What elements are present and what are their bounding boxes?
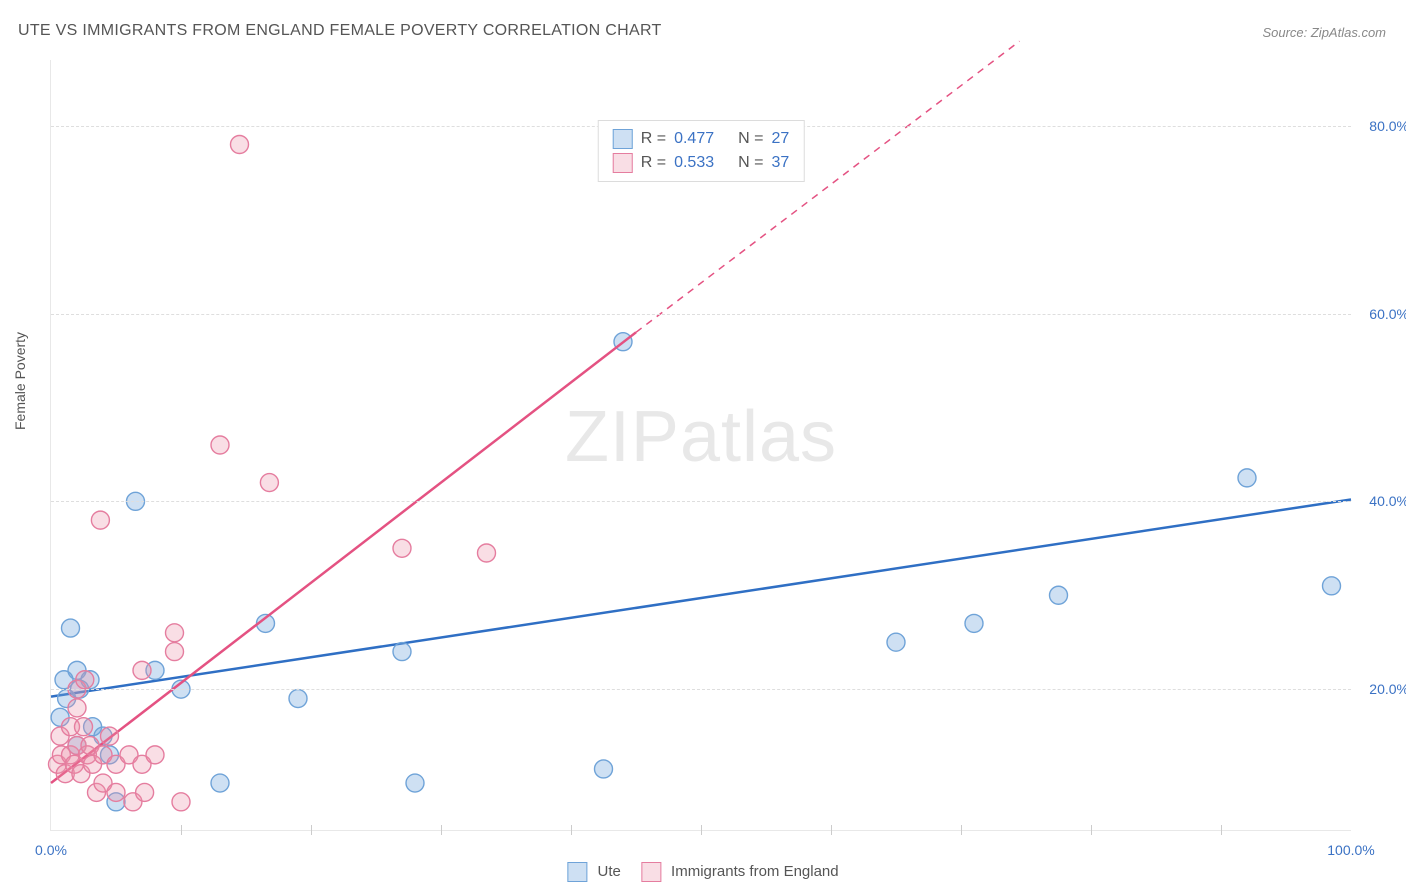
point-ute [1050,586,1068,604]
n-label: N = [738,154,763,172]
trend-line-england [51,332,636,783]
x-tick [571,825,572,835]
r-value-ute: 0.477 [674,130,714,148]
point-england [231,136,249,154]
n-value-england: 37 [771,154,789,172]
point-england [101,727,119,745]
point-england [172,793,190,811]
source-credit: Source: ZipAtlas.com [1262,25,1386,40]
y-axis-label: Female Poverty [12,332,28,430]
x-tick [961,825,962,835]
x-tick [181,825,182,835]
y-tick-label: 40.0% [1369,493,1406,509]
x-tick [1091,825,1092,835]
plot-area: ZIPatlas R = 0.477 N = 27 R = 0.533 N = … [50,60,1351,831]
point-england [68,699,86,717]
point-england [166,624,184,642]
y-tick-label: 80.0% [1369,118,1406,134]
x-tick [831,825,832,835]
n-label: N = [738,130,763,148]
point-england [107,783,125,801]
correlation-legend: R = 0.477 N = 27 R = 0.533 N = 37 [598,120,805,182]
gridline [51,689,1351,690]
chart-container: UTE VS IMMIGRANTS FROM ENGLAND FEMALE PO… [0,0,1406,892]
point-ute [965,614,983,632]
point-england [260,474,278,492]
chart-title: UTE VS IMMIGRANTS FROM ENGLAND FEMALE PO… [18,22,662,40]
point-ute [211,774,229,792]
trend-line-dashed-england [636,41,1020,332]
y-tick-label: 60.0% [1369,306,1406,322]
point-england [146,746,164,764]
legend-label-ute: Ute [598,863,621,880]
legend-item-england: Immigrants from England [641,862,839,882]
point-ute [1238,469,1256,487]
legend-row-england: R = 0.533 N = 37 [613,151,790,175]
square-icon [613,153,633,173]
x-tick-label-left: 0.0% [35,842,67,858]
point-ute [595,760,613,778]
point-ute [1323,577,1341,595]
point-ute [62,619,80,637]
legend-row-ute: R = 0.477 N = 27 [613,127,790,151]
point-ute [406,774,424,792]
point-england [136,783,154,801]
legend-label-england: Immigrants from England [671,863,839,880]
r-value-england: 0.533 [674,154,714,172]
trend-line-ute [51,499,1351,696]
point-england [76,671,94,689]
gridline [51,501,1351,502]
x-tick [701,825,702,835]
y-tick-label: 20.0% [1369,681,1406,697]
point-ute [887,633,905,651]
point-england [75,718,93,736]
point-ute [393,643,411,661]
legend-item-ute: Ute [567,862,621,882]
x-tick [311,825,312,835]
square-icon [567,862,587,882]
gridline [51,314,1351,315]
square-icon [641,862,661,882]
point-england [211,436,229,454]
point-england [478,544,496,562]
point-england [91,511,109,529]
r-label: R = [641,154,666,172]
point-england [166,643,184,661]
x-tick [441,825,442,835]
point-ute [289,690,307,708]
x-tick-label-right: 100.0% [1327,842,1374,858]
point-england [393,539,411,557]
series-legend: Ute Immigrants from England [567,862,838,882]
n-value-ute: 27 [771,130,789,148]
r-label: R = [641,130,666,148]
x-tick [1221,825,1222,835]
point-england [133,661,151,679]
square-icon [613,129,633,149]
